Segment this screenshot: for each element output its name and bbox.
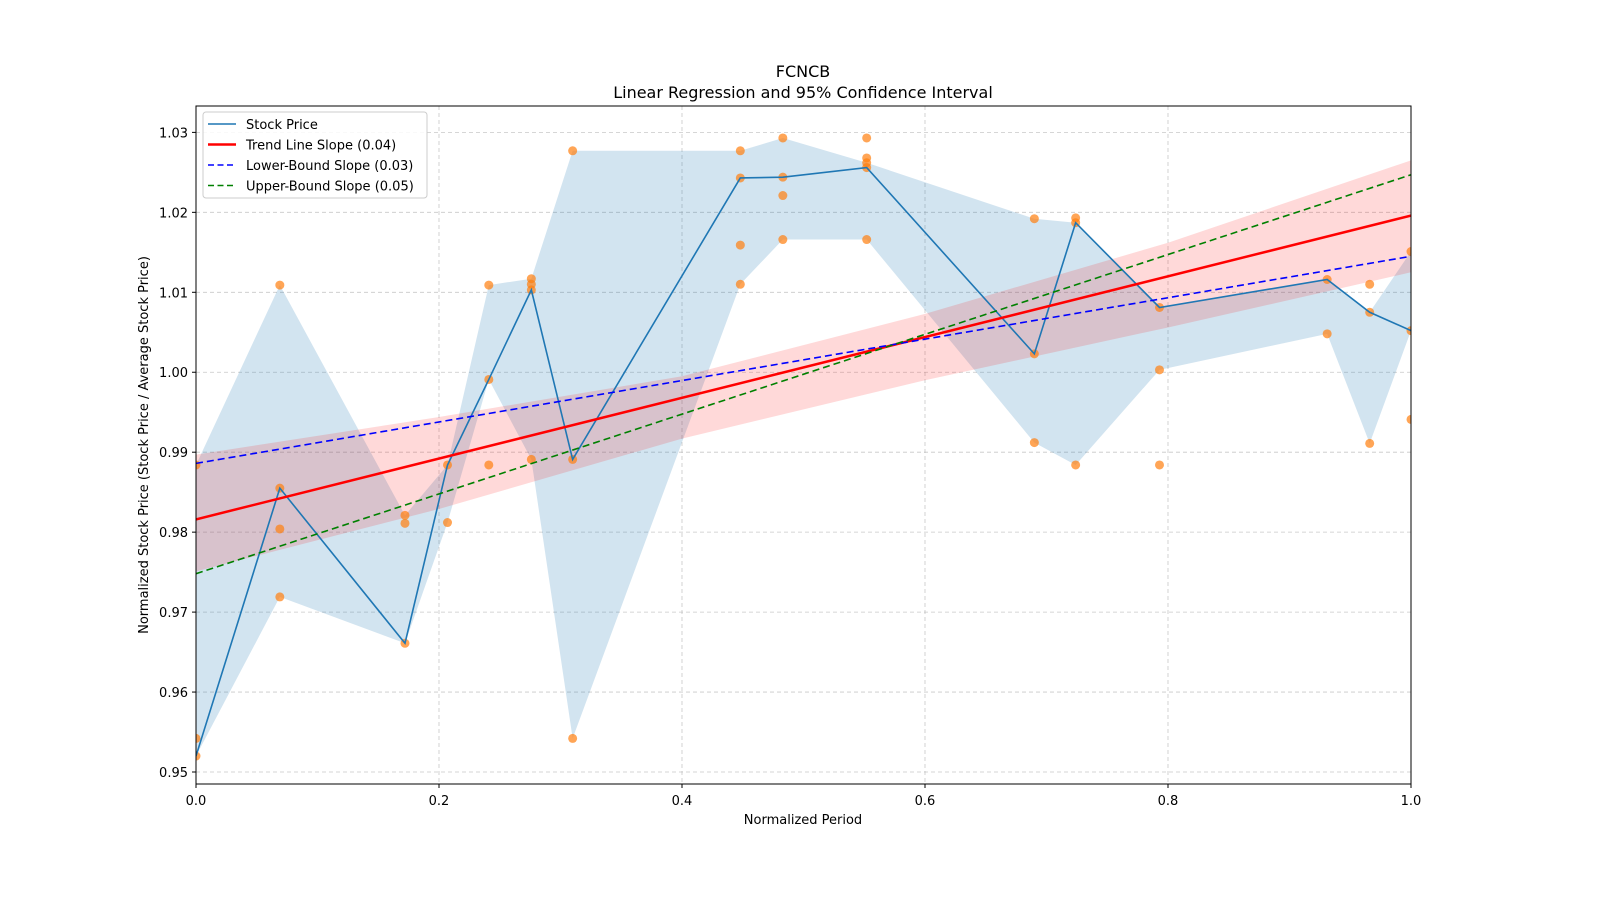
- observation-point: [735, 146, 745, 156]
- upper-bound-line: [196, 173, 1411, 575]
- confidence-interval-band: [196, 160, 1411, 572]
- axis-ticks: 0.0 0.2 0.4 0.6 0.8 1.0 0.95 0.96 0.97 0.98 0.99 1.…: [159, 126, 1421, 809]
- observation-point: [1154, 365, 1164, 375]
- legend-upper-bound-label: Upper-Bound Slope (0.05): [246, 180, 414, 195]
- legend-box: [202, 111, 428, 199]
- legend-trend-line-label: Trend Line Slope (0.04): [245, 139, 396, 154]
- observation-point: [1029, 214, 1039, 224]
- x-axis-label: Normalized Period: [744, 813, 862, 828]
- observation-point: [735, 240, 745, 250]
- y-tick-label: 0.96: [159, 686, 188, 701]
- x-tick-label: 0.8: [1158, 794, 1179, 809]
- stock-price-line: [196, 166, 1411, 757]
- x-tick-label: 1.0: [1401, 794, 1422, 809]
- x-tick-label: 0.6: [915, 794, 936, 809]
- observation-point: [778, 133, 788, 143]
- observation-point: [1154, 460, 1164, 470]
- chart-subtitle: Linear Regression and 95% Confidence Int…: [613, 83, 993, 102]
- observation-point: [778, 235, 788, 245]
- observation-point: [1322, 329, 1332, 339]
- y-tick-label: 1.00: [159, 366, 188, 381]
- observation-point: [1365, 438, 1375, 448]
- observation-point: [484, 460, 494, 470]
- observation-point: [1406, 414, 1411, 424]
- y-tick-label: 0.95: [159, 766, 188, 781]
- observation-point: [400, 518, 410, 528]
- y-tick-label: 0.98: [159, 526, 188, 541]
- observation-point: [275, 524, 285, 534]
- chart-title: FCNCB: [776, 62, 831, 81]
- observation-point: [484, 280, 494, 290]
- legend: Stock Price Trend Line Slope (0.04) Lower-…: [202, 111, 428, 199]
- observation-point: [862, 235, 872, 245]
- observation-point: [1029, 438, 1039, 448]
- observation-point: [1071, 460, 1081, 470]
- y-axis-label: Normalized Stock Price (Stock Price / Av…: [137, 256, 152, 634]
- plot-area: [196, 133, 1411, 761]
- observation-point: [568, 733, 578, 743]
- observation-point: [526, 454, 536, 464]
- y-tick-label: 1.03: [159, 126, 188, 141]
- observation-point: [443, 518, 453, 528]
- axes-frame: [195, 105, 1412, 785]
- y-tick-label: 0.97: [159, 606, 188, 621]
- observation-point: [196, 733, 201, 743]
- observation-point: [400, 510, 410, 520]
- x-tick-label: 0.4: [672, 794, 693, 809]
- y-tick-label: 1.02: [159, 206, 188, 221]
- observation-point: [862, 133, 872, 143]
- legend-stock-price-label: Stock Price: [246, 118, 318, 133]
- observation-point: [275, 592, 285, 602]
- x-tick-label: 0.0: [186, 794, 207, 809]
- observation-point: [735, 279, 745, 289]
- observation-point: [275, 280, 285, 290]
- legend-lower-bound-label: Lower-Bound Slope (0.03): [246, 159, 413, 174]
- observation-point: [1365, 279, 1375, 289]
- lower-bound-line: [196, 255, 1411, 465]
- y-tick-label: 0.99: [159, 446, 188, 461]
- observation-point: [568, 146, 578, 156]
- x-tick-label: 0.2: [429, 794, 450, 809]
- observation-point: [1406, 247, 1411, 257]
- trend-line: [196, 214, 1411, 521]
- observation-point: [778, 191, 788, 201]
- y-tick-label: 1.01: [159, 286, 188, 301]
